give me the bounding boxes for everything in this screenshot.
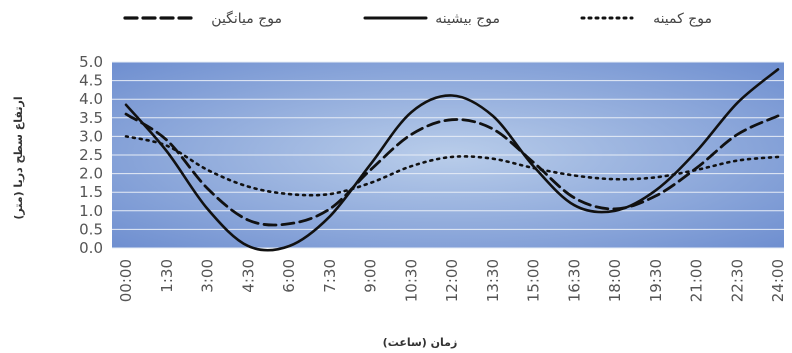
- series-line-2: [124, 135, 780, 197]
- x-tick-label: 10:30: [402, 259, 420, 302]
- y-tick-label: 0.5: [79, 220, 103, 238]
- legend-label: موج بیشینه: [435, 11, 500, 27]
- x-tick-label: 15:00: [525, 259, 543, 302]
- y-tick-label: 2.5: [79, 146, 103, 164]
- x-axis-title: زمان (ساعت): [383, 336, 458, 349]
- x-axis: 00:00 1:30 3:00 4:30 6:00 7:30 9:00 10:30 12:00 1…: [117, 259, 787, 302]
- x-tick-label: 19:30: [647, 259, 665, 302]
- y-tick-label: 5.0: [79, 53, 103, 71]
- y-axis-title: ارتفاع سطح دریا (متر): [12, 96, 25, 219]
- y-tick-label: 3.0: [79, 127, 103, 145]
- x-tick-label: 4:30: [239, 259, 257, 293]
- x-tick-label: 21:00: [688, 259, 706, 302]
- x-tick-label: 3:00: [199, 259, 217, 293]
- x-tick-label: 9:00: [362, 259, 380, 293]
- x-tick-label: 6:00: [280, 259, 298, 293]
- y-tick-label: 3.5: [79, 109, 103, 127]
- legend-item: موج کمینه: [580, 11, 712, 27]
- x-tick-label: 18:00: [606, 259, 624, 302]
- x-tick-label: 16:30: [565, 259, 583, 302]
- series-line-1: [124, 68, 780, 252]
- y-tick-label: 4.5: [79, 72, 103, 90]
- series-line-0: [124, 112, 780, 227]
- y-tick-label: 1.0: [79, 202, 103, 220]
- legend-item: موج میانگین: [123, 10, 282, 27]
- x-tick-label: 22:30: [728, 259, 746, 302]
- legend-item: موج بیشینه: [363, 11, 500, 27]
- legend-label: موج میانگین: [211, 10, 282, 27]
- x-tick-label: 1:30: [158, 259, 176, 293]
- x-tick-label: 24:00: [769, 259, 787, 302]
- series-layer: [124, 68, 780, 252]
- grid: [112, 61, 784, 249]
- y-tick-label: 4.0: [79, 90, 103, 108]
- y-axis: 0.00.51.01.52.02.53.03.54.04.55.0: [79, 53, 103, 257]
- legend-label: موج کمینه: [653, 11, 712, 27]
- x-tick-label: 13:30: [484, 259, 502, 302]
- x-tick-label: 12:00: [443, 259, 461, 302]
- x-tick-label: 7:30: [321, 259, 339, 293]
- legend: موج میانگین موج بیشینه موج کمینه: [123, 10, 712, 27]
- y-tick-label: 0.0: [79, 239, 103, 257]
- y-tick-label: 2.0: [79, 165, 103, 183]
- y-tick-label: 1.5: [79, 183, 103, 201]
- x-tick-label: 00:00: [117, 259, 135, 302]
